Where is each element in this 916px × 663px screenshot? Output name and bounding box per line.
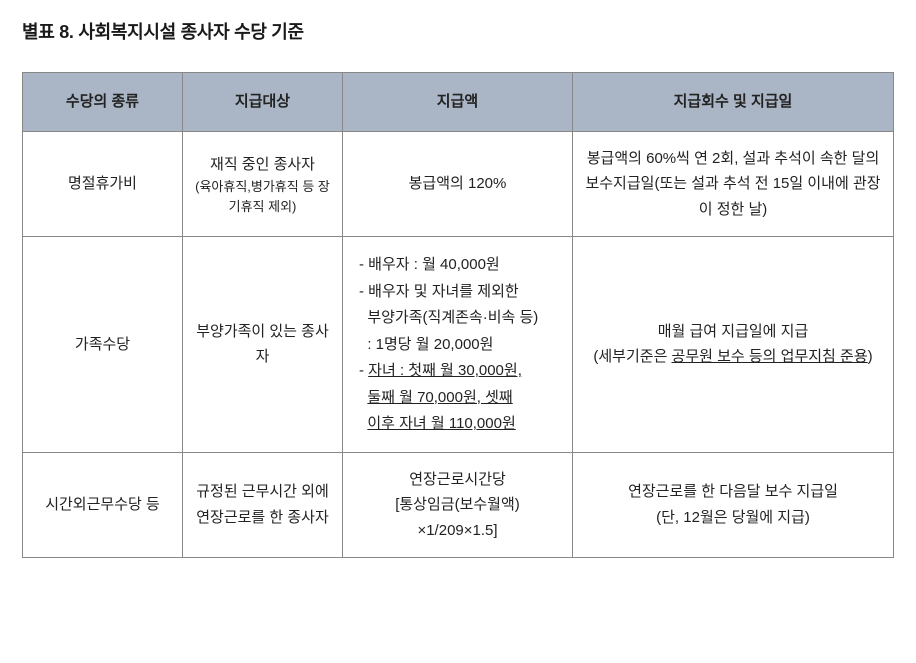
- cell-target: 부양가족이 있는 종사자: [183, 237, 343, 453]
- schedule-line-suffix: ): [868, 348, 873, 365]
- amount-item-underline: 이후 자녀 월 110,000원: [367, 415, 515, 432]
- page-title: 별표 8. 사회복지시설 종사자 수당 기준: [22, 18, 894, 44]
- schedule-line: (단, 12월은 당월에 지급): [656, 509, 810, 526]
- amount-item: : 1명당 월 20,000원: [359, 332, 562, 358]
- amount-item: 둘째 월 70,000원, 셋째: [359, 385, 562, 411]
- amount-line: [통상임금(보수월액): [395, 496, 520, 513]
- amount-item: 이후 자녀 월 110,000원: [359, 411, 562, 437]
- amount-line: ×1/209×1.5]: [417, 522, 497, 539]
- schedule-line-underline: 공무원 보수 등의 업무지침 준용: [672, 348, 868, 365]
- table-row: 명절휴가비 재직 중인 종사자 (육아휴직,병가휴직 등 장기휴직 제외) 봉급…: [23, 131, 894, 237]
- amount-item: - 배우자 : 월 40,000원: [359, 252, 562, 278]
- table-row: 가족수당 부양가족이 있는 종사자 - 배우자 : 월 40,000원 - 배우…: [23, 237, 894, 453]
- cell-target: 규정된 근무시간 외에 연장근로를 한 종사자: [183, 452, 343, 558]
- th-amount: 지급액: [343, 73, 573, 132]
- amount-item-prefix: -: [359, 362, 368, 379]
- cell-type: 명절휴가비: [23, 131, 183, 237]
- cell-amount: 연장근로시간당 [통상임금(보수월액) ×1/209×1.5]: [343, 452, 573, 558]
- schedule-line-prefix: (세부기준은: [593, 348, 671, 365]
- th-type: 수당의 종류: [23, 73, 183, 132]
- th-schedule: 지급회수 및 지급일: [573, 73, 894, 132]
- table-row: 시간외근무수당 등 규정된 근무시간 외에 연장근로를 한 종사자 연장근로시간…: [23, 452, 894, 558]
- th-target: 지급대상: [183, 73, 343, 132]
- amount-item: - 배우자 및 자녀를 제외한: [359, 279, 562, 305]
- amount-item: 부양가족(직계존속·비속 등): [359, 305, 562, 331]
- cell-schedule: 봉급액의 60%씩 연 2회, 설과 추석이 속한 달의 보수지급일(또는 설과…: [573, 131, 894, 237]
- amount-item-underline: 둘째 월 70,000원, 셋째: [367, 389, 512, 406]
- table-header-row: 수당의 종류 지급대상 지급액 지급회수 및 지급일: [23, 73, 894, 132]
- cell-amount: 봉급액의 120%: [343, 131, 573, 237]
- target-sub: (육아휴직,병가휴직 등 장기휴직 제외): [193, 177, 332, 216]
- schedule-line: 연장근로를 한 다음달 보수 지급일: [628, 483, 838, 500]
- schedule-line: 매월 급여 지급일에 지급: [658, 323, 809, 340]
- cell-target: 재직 중인 종사자 (육아휴직,병가휴직 등 장기휴직 제외): [183, 131, 343, 237]
- cell-schedule: 연장근로를 한 다음달 보수 지급일 (단, 12월은 당월에 지급): [573, 452, 894, 558]
- cell-type: 가족수당: [23, 237, 183, 453]
- cell-schedule: 매월 급여 지급일에 지급 (세부기준은 공무원 보수 등의 업무지침 준용): [573, 237, 894, 453]
- amount-line: 연장근로시간당: [409, 471, 506, 488]
- target-main: 재직 중인 종사자: [210, 156, 315, 173]
- cell-type: 시간외근무수당 등: [23, 452, 183, 558]
- amount-item-underline: 자녀 : 첫째 월 30,000원,: [368, 362, 522, 379]
- allowance-table: 수당의 종류 지급대상 지급액 지급회수 및 지급일 명절휴가비 재직 중인 종…: [22, 72, 894, 558]
- cell-amount: - 배우자 : 월 40,000원 - 배우자 및 자녀를 제외한 부양가족(직…: [343, 237, 573, 453]
- amount-item: - 자녀 : 첫째 월 30,000원,: [359, 358, 562, 384]
